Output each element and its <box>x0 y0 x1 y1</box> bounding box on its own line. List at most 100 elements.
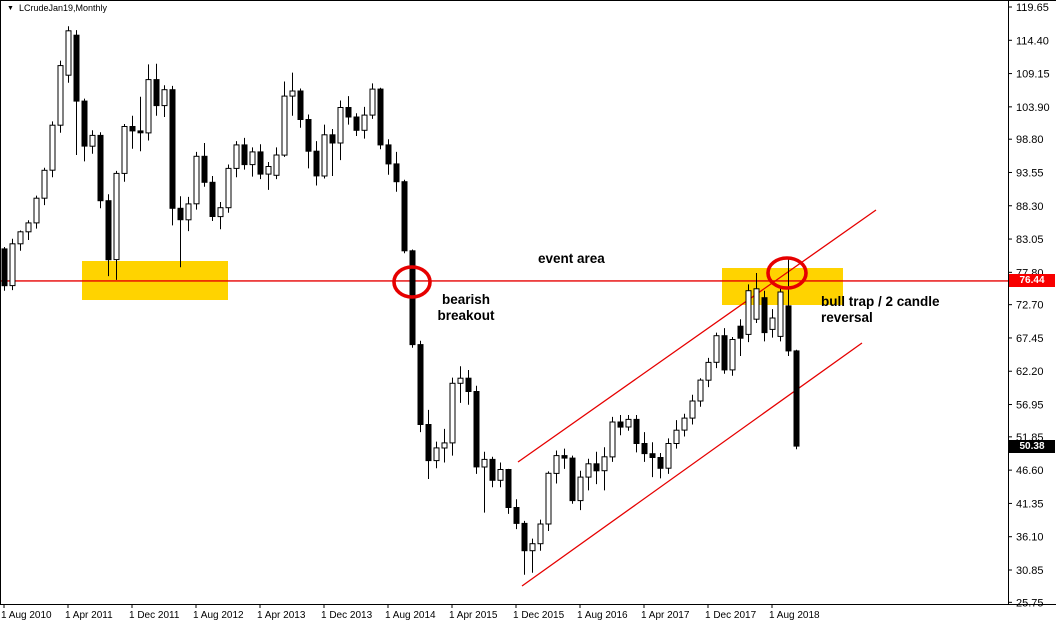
candle-body-2011-06 <box>81 100 88 147</box>
candle-body-2017-01 <box>617 421 624 428</box>
last-price-tag: 50.38 <box>1009 440 1055 453</box>
candle-body-2015-02 <box>433 447 440 462</box>
candle-body-2017-02 <box>625 418 632 428</box>
candle-body-2012-10 <box>209 181 216 218</box>
candle-body-2012-04 <box>161 89 168 107</box>
candle-body-2012-02 <box>145 79 152 134</box>
price-tick-label: 88.30 <box>1016 201 1044 213</box>
trendline[interactable] <box>517 209 877 463</box>
price-tick-label: 119.65 <box>1016 2 1049 14</box>
candle-body-2014-03 <box>345 107 352 118</box>
trendline[interactable] <box>521 342 863 587</box>
candle-body-2014-08 <box>385 144 392 165</box>
price-tick-label: 72.70 <box>1016 300 1044 312</box>
candle-body-2017-05 <box>649 453 656 459</box>
candle-body-2012-07 <box>185 203 192 221</box>
candle-body-2013-11 <box>313 150 320 177</box>
candle-body-2015-03 <box>441 442 448 449</box>
candle-body-2011-08 <box>97 134 104 202</box>
candle-body-2017-11 <box>697 379 704 402</box>
candle-body-2017-06 <box>657 457 664 469</box>
date-tick-label: 1 Apr 2017 <box>641 610 690 621</box>
price-tick-label: 62.20 <box>1016 366 1044 378</box>
candle-body-2013-04 <box>257 151 264 175</box>
candle-body-2015-11 <box>505 469 512 508</box>
candle-body-2017-09 <box>681 417 688 431</box>
candle-body-2018-09 <box>777 291 784 337</box>
candle-body-2013-05 <box>265 166 272 175</box>
candle-body-2010-10 <box>17 231 24 245</box>
price-tick-label: 103.90 <box>1016 102 1050 114</box>
candle-body-2015-09 <box>489 458 496 481</box>
annotation-bulltrap-line2: reversal <box>821 310 873 325</box>
candle-body-2013-03 <box>249 151 256 166</box>
price-tick-label: 93.55 <box>1016 168 1044 180</box>
candle-body-2010-09 <box>9 243 16 287</box>
candle-body-2017-08 <box>673 429 680 445</box>
candle-body-2014-06 <box>369 88 376 116</box>
candle-body-2014-09 <box>393 163 400 183</box>
candle-body-2017-03 <box>633 418 640 444</box>
candle-body-2012-01 <box>137 130 144 134</box>
resistance-price-tag: 76.44 <box>1009 274 1055 287</box>
candle-body-2014-04 <box>353 116 360 131</box>
highlight-circle[interactable] <box>392 265 432 299</box>
candle-body-2018-11 <box>793 350 800 447</box>
candles-layer <box>1 26 800 575</box>
price-tick-label: 114.40 <box>1016 35 1049 47</box>
annotation-bearish-line1: bearish <box>441 292 491 307</box>
annotation-bulltrap-line1: bull trap / 2 candle <box>821 294 940 309</box>
chevron-down-icon[interactable]: ▼ <box>7 4 14 12</box>
date-tick-label: 1 Apr 2013 <box>257 610 306 621</box>
date-tick-label: 1 Dec 2013 <box>321 610 373 621</box>
candle-body-2011-01 <box>41 169 48 199</box>
candle-body-2016-03 <box>537 523 544 545</box>
candle-body-2016-07 <box>569 457 576 502</box>
date-tick-label: 1 Dec 2015 <box>513 610 565 621</box>
symbol-title-bar[interactable]: ▼ LCrudeJan19,Monthly <box>7 3 107 13</box>
candle-body-2018-02 <box>721 335 728 371</box>
date-tick-label: 1 Aug 2018 <box>769 610 820 621</box>
candle-body-2012-09 <box>201 155 208 183</box>
candle-body-2012-06 <box>177 207 184 221</box>
candle-body-2016-02 <box>529 543 536 552</box>
candle-body-2013-06 <box>273 154 280 176</box>
date-tick-label: 1 Dec 2017 <box>705 610 757 621</box>
candle-body-2011-10 <box>113 172 120 261</box>
candle-body-2017-07 <box>665 443 672 469</box>
price-tick-label: 41.35 <box>1016 498 1044 510</box>
highlight-circle[interactable] <box>766 256 808 290</box>
candle-body-2016-08 <box>577 476 584 502</box>
candle-body-2013-01 <box>233 144 240 169</box>
candle-body-2010-08 <box>1 248 8 287</box>
candle-body-2018-05 <box>745 290 752 335</box>
price-tick-label: 98.80 <box>1016 134 1044 146</box>
candle-body-2015-01 <box>425 424 432 462</box>
candle-body-2016-10 <box>593 463 600 472</box>
candle-body-2016-09 <box>585 463 592 478</box>
candle-body-2015-12 <box>513 507 520 524</box>
candle-body-2011-07 <box>89 134 96 147</box>
candle-body-2011-03 <box>57 65 64 126</box>
date-tick-label: 1 Apr 2015 <box>449 610 498 621</box>
candle-body-2015-07 <box>473 391 480 468</box>
price-tick-label: 109.15 <box>1016 69 1050 81</box>
candle-body-2014-01 <box>329 134 336 144</box>
date-tick-label: 1 Aug 2010 <box>1 610 52 621</box>
candle-body-2015-10 <box>497 469 504 481</box>
price-tick-label: 25.75 <box>1016 597 1044 609</box>
candle-body-2017-10 <box>689 400 696 419</box>
candle-body-2010-11 <box>25 222 32 233</box>
candle-body-2015-04 <box>449 382 456 444</box>
date-tick-label: 1 Aug 2016 <box>577 610 628 621</box>
candle-body-2016-04 <box>545 472 552 525</box>
candle-body-2016-06 <box>561 455 568 459</box>
candle-body-2013-07 <box>281 95 288 156</box>
candle-body-2018-07 <box>761 297 768 334</box>
candle-body-2012-12 <box>225 167 232 209</box>
price-tick-label: 30.85 <box>1016 565 1044 577</box>
candle-body-2017-12 <box>705 361 712 381</box>
candle-body-2014-10 <box>401 181 408 252</box>
